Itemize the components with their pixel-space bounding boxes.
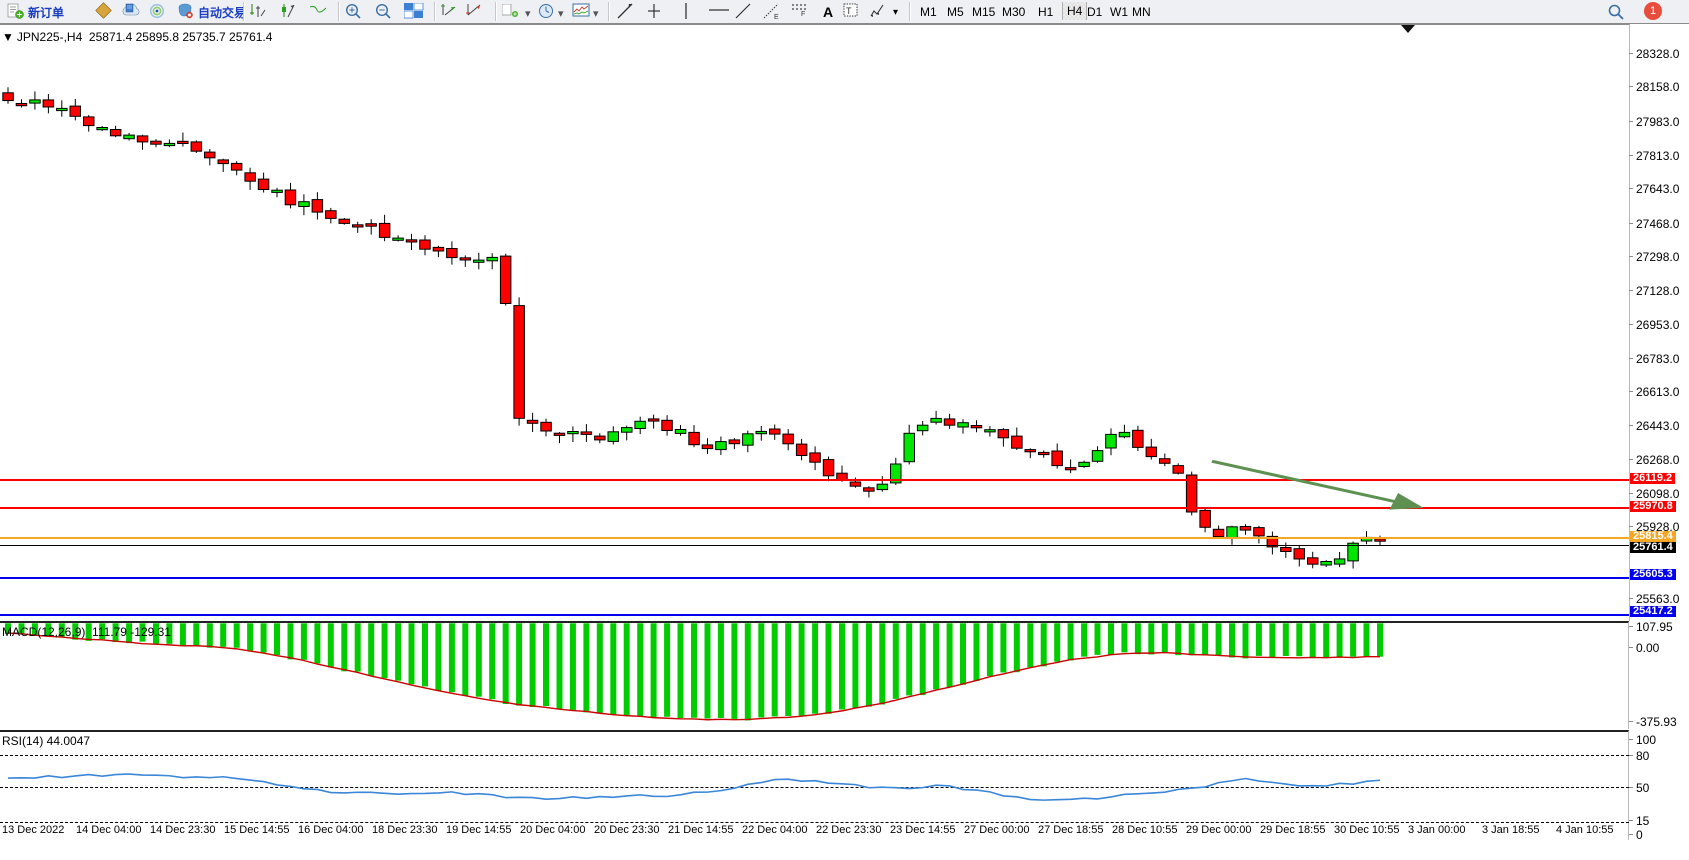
svg-text:T: T — [846, 6, 852, 16]
svg-text:F: F — [801, 11, 805, 16]
svg-text:E: E — [774, 14, 779, 20]
